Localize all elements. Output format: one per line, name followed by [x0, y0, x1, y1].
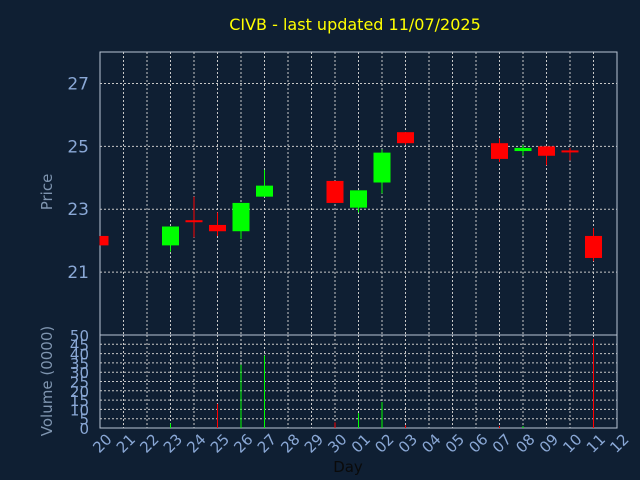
candle — [209, 212, 226, 236]
volume-tick-label: 10 — [70, 401, 89, 419]
candle-body — [232, 202, 250, 232]
x-tick-label: 30 — [324, 430, 350, 456]
x-tick-label: 22 — [136, 430, 162, 456]
candle-body — [397, 132, 414, 144]
candle-body — [326, 180, 344, 203]
x-tick-label: 08 — [512, 430, 538, 456]
x-tick-label: 07 — [489, 430, 515, 456]
candle-body — [209, 224, 226, 232]
x-tick-label: 26 — [230, 430, 256, 456]
chart-title: CIVB - last updated 11/07/2025 — [229, 15, 481, 34]
candle — [99, 235, 109, 246]
x-tick-label: 05 — [442, 430, 468, 456]
price-axis-label: Price — [38, 174, 56, 211]
candle — [162, 226, 179, 252]
x-tick-label: 04 — [418, 430, 444, 456]
x-tick-label: 10 — [559, 430, 585, 456]
x-tick-label: 03 — [395, 430, 421, 456]
x-tick-label: 25 — [207, 430, 233, 456]
candle-body — [561, 150, 579, 153]
candle — [397, 132, 414, 145]
volume-tick-label: 20 — [70, 383, 89, 401]
x-tick-label: 28 — [277, 430, 303, 456]
candle-body — [350, 190, 367, 208]
x-tick-label: 24 — [183, 430, 209, 456]
candle — [185, 196, 203, 238]
x-tick-label: 21 — [113, 430, 139, 456]
candle-body — [162, 226, 179, 246]
candle — [326, 180, 344, 203]
candle-body — [585, 235, 602, 258]
candle — [561, 147, 579, 161]
candle-body — [514, 147, 532, 152]
x-tick-label: 09 — [536, 430, 562, 456]
volume-tick-label: 0 — [79, 420, 89, 438]
x-tick-label: 27 — [254, 430, 280, 456]
candle — [491, 138, 508, 163]
candle — [232, 202, 250, 240]
volume-tick-label: 30 — [70, 364, 89, 382]
x-tick-label: 29 — [301, 430, 327, 456]
x-tick-label: 11 — [583, 430, 609, 456]
x-tick-label: 23 — [160, 430, 186, 456]
volume-axis-label: Volume (0000) — [38, 326, 56, 436]
price-tick-label: 23 — [67, 200, 89, 220]
x-tick-label: 06 — [465, 430, 491, 456]
candle — [256, 169, 273, 197]
x-axis: 2021222324252627282930010203040506070809… — [89, 430, 632, 456]
candle-body — [373, 152, 391, 183]
volume-tick-label: 5 — [79, 411, 89, 429]
candle — [514, 144, 532, 156]
x-axis-label: Day — [333, 458, 363, 476]
candle — [538, 146, 555, 166]
candle — [585, 228, 602, 262]
price-tick-label: 27 — [67, 74, 89, 94]
candle-body — [491, 143, 508, 159]
price-tick-label: 21 — [67, 263, 89, 283]
x-tick-label: 12 — [606, 430, 632, 456]
volume-tick-label: 45 — [70, 336, 89, 354]
candle-body — [100, 235, 109, 246]
candle-body — [538, 146, 555, 156]
price-tick-label: 25 — [67, 137, 89, 157]
candle — [350, 190, 367, 213]
candle-body — [185, 220, 203, 223]
price-panel: 21 23 25 27 — [67, 51, 618, 336]
volume-tick-label: 15 — [70, 392, 89, 410]
candle — [373, 149, 391, 194]
x-tick-label: 01 — [348, 430, 374, 456]
volume-tick-label: 50 — [70, 327, 89, 345]
candle-body — [256, 185, 273, 197]
volume-tick-label: 35 — [70, 355, 89, 373]
x-tick-label: 20 — [89, 430, 115, 456]
volume-tick-label: 25 — [70, 374, 89, 392]
x-tick-label: 02 — [371, 430, 397, 456]
volume-tick-label: 40 — [70, 346, 89, 364]
